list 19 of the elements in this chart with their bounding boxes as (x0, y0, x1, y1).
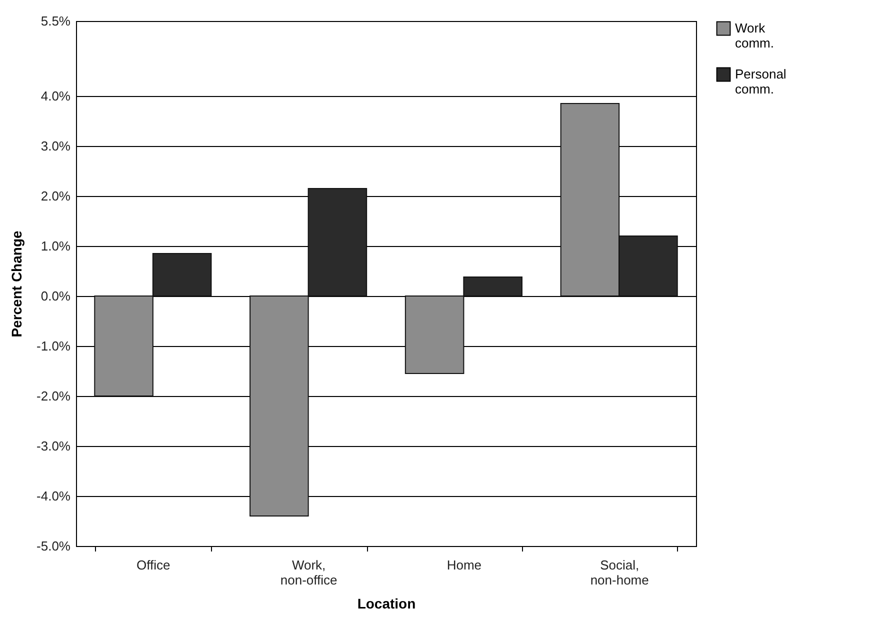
y-tick-label: -3.0% (36, 438, 71, 454)
x-axis-title: Location (357, 596, 416, 612)
y-tick-label: -2.0% (36, 388, 71, 404)
legend-label: Personal comm. (735, 66, 786, 96)
y-tick-label: 2.0% (40, 188, 71, 204)
y-tick-label: -4.0% (36, 488, 71, 504)
legend-label: Work comm. (735, 20, 774, 50)
y-tick-label: -5.0% (36, 538, 71, 554)
y-axis-title: Percent Change (8, 230, 25, 338)
y-tick-label: -1.0% (36, 338, 71, 354)
y-tick-label: 4.0% (40, 88, 71, 104)
y-tick-label: 5.5% (40, 14, 71, 28)
x-tick-label: Work, non-office (280, 558, 338, 588)
y-tick-label: 1.0% (40, 238, 71, 254)
x-tick-label: Office (136, 558, 170, 572)
y-tick-label: 0.0% (40, 288, 71, 304)
x-tick-label: Social, non-home (590, 558, 649, 588)
x-tick-label: Home (446, 558, 482, 572)
y-tick-label: 3.0% (40, 138, 71, 154)
